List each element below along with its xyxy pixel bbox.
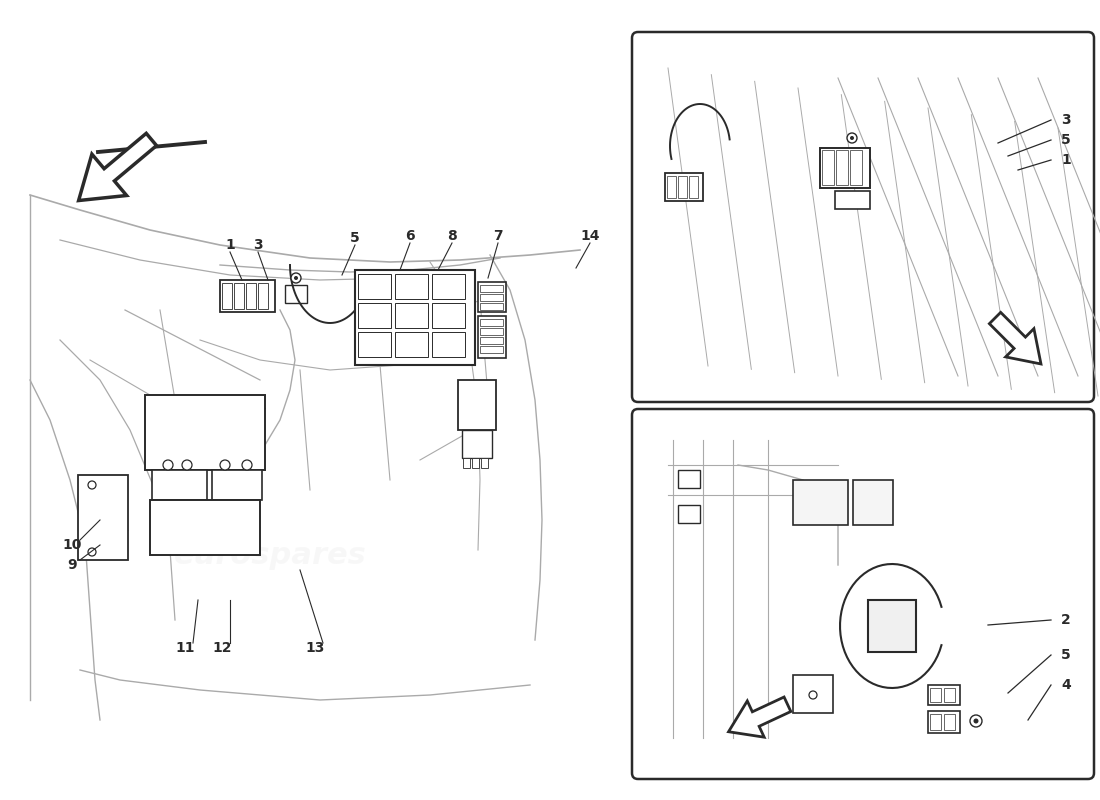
Circle shape: [182, 460, 192, 470]
Text: 4: 4: [1062, 678, 1071, 692]
Bar: [234, 283, 244, 309]
Bar: [432, 274, 465, 299]
Polygon shape: [728, 697, 791, 737]
Bar: [395, 303, 428, 328]
Bar: [150, 500, 260, 555]
Text: 12: 12: [212, 641, 232, 655]
Bar: [432, 303, 465, 328]
Bar: [930, 714, 940, 730]
Text: 6: 6: [405, 229, 415, 243]
Text: 5: 5: [1062, 133, 1071, 147]
Bar: [478, 316, 506, 358]
Circle shape: [808, 691, 817, 699]
Bar: [78, 475, 128, 560]
Bar: [944, 714, 955, 730]
Circle shape: [292, 273, 301, 283]
Bar: [246, 283, 256, 309]
Bar: [666, 173, 703, 201]
Bar: [480, 337, 503, 344]
Bar: [928, 711, 960, 733]
Text: eurospares: eurospares: [741, 578, 899, 602]
Text: 3: 3: [253, 238, 263, 252]
Bar: [222, 283, 232, 309]
Circle shape: [970, 715, 982, 727]
Text: 5: 5: [350, 231, 360, 245]
Circle shape: [850, 136, 854, 140]
Bar: [355, 270, 475, 365]
Bar: [480, 319, 503, 326]
Text: 10: 10: [63, 538, 81, 552]
Bar: [478, 282, 506, 312]
Bar: [480, 303, 503, 310]
Bar: [868, 600, 916, 652]
Text: 5: 5: [1062, 648, 1071, 662]
Bar: [395, 332, 428, 357]
Text: 9: 9: [67, 558, 77, 572]
FancyBboxPatch shape: [632, 409, 1094, 779]
Text: 8: 8: [447, 229, 456, 243]
Circle shape: [847, 133, 857, 143]
Text: 14: 14: [581, 229, 600, 243]
Bar: [462, 430, 492, 458]
Bar: [145, 395, 265, 470]
Bar: [822, 150, 834, 185]
Bar: [836, 150, 848, 185]
Text: 13: 13: [306, 641, 324, 655]
Bar: [852, 480, 893, 525]
Bar: [928, 685, 960, 705]
Bar: [689, 176, 698, 198]
Bar: [220, 280, 275, 312]
Text: eurospares: eurospares: [741, 198, 899, 222]
Bar: [212, 470, 262, 500]
Bar: [258, 283, 268, 309]
Bar: [358, 303, 390, 328]
Text: 1: 1: [1062, 153, 1071, 167]
Text: 2: 2: [1062, 613, 1071, 627]
Bar: [835, 191, 870, 209]
Bar: [481, 458, 488, 468]
Bar: [930, 688, 940, 702]
Bar: [395, 274, 428, 299]
Text: 11: 11: [175, 641, 195, 655]
Bar: [480, 294, 503, 301]
Text: eurospares: eurospares: [174, 541, 366, 570]
Bar: [463, 458, 470, 468]
Bar: [678, 505, 700, 523]
Polygon shape: [78, 134, 156, 201]
Circle shape: [974, 718, 979, 723]
Bar: [667, 176, 676, 198]
Bar: [358, 274, 390, 299]
Bar: [944, 688, 955, 702]
Bar: [820, 148, 870, 188]
Bar: [678, 470, 700, 488]
Circle shape: [294, 276, 298, 280]
Circle shape: [88, 548, 96, 556]
Circle shape: [220, 460, 230, 470]
Polygon shape: [989, 312, 1041, 364]
Bar: [458, 380, 496, 430]
Bar: [432, 332, 465, 357]
Bar: [285, 285, 307, 303]
FancyBboxPatch shape: [632, 32, 1094, 402]
Bar: [850, 150, 862, 185]
Bar: [480, 328, 503, 335]
Circle shape: [88, 481, 96, 489]
Bar: [472, 458, 478, 468]
Circle shape: [242, 460, 252, 470]
Text: 3: 3: [1062, 113, 1070, 127]
Text: 7: 7: [493, 229, 503, 243]
Bar: [480, 346, 503, 353]
Bar: [152, 470, 207, 500]
Bar: [480, 285, 503, 292]
Bar: [793, 480, 848, 525]
Bar: [358, 332, 390, 357]
Text: 1: 1: [226, 238, 235, 252]
Bar: [678, 176, 688, 198]
Bar: [793, 675, 833, 713]
Circle shape: [163, 460, 173, 470]
